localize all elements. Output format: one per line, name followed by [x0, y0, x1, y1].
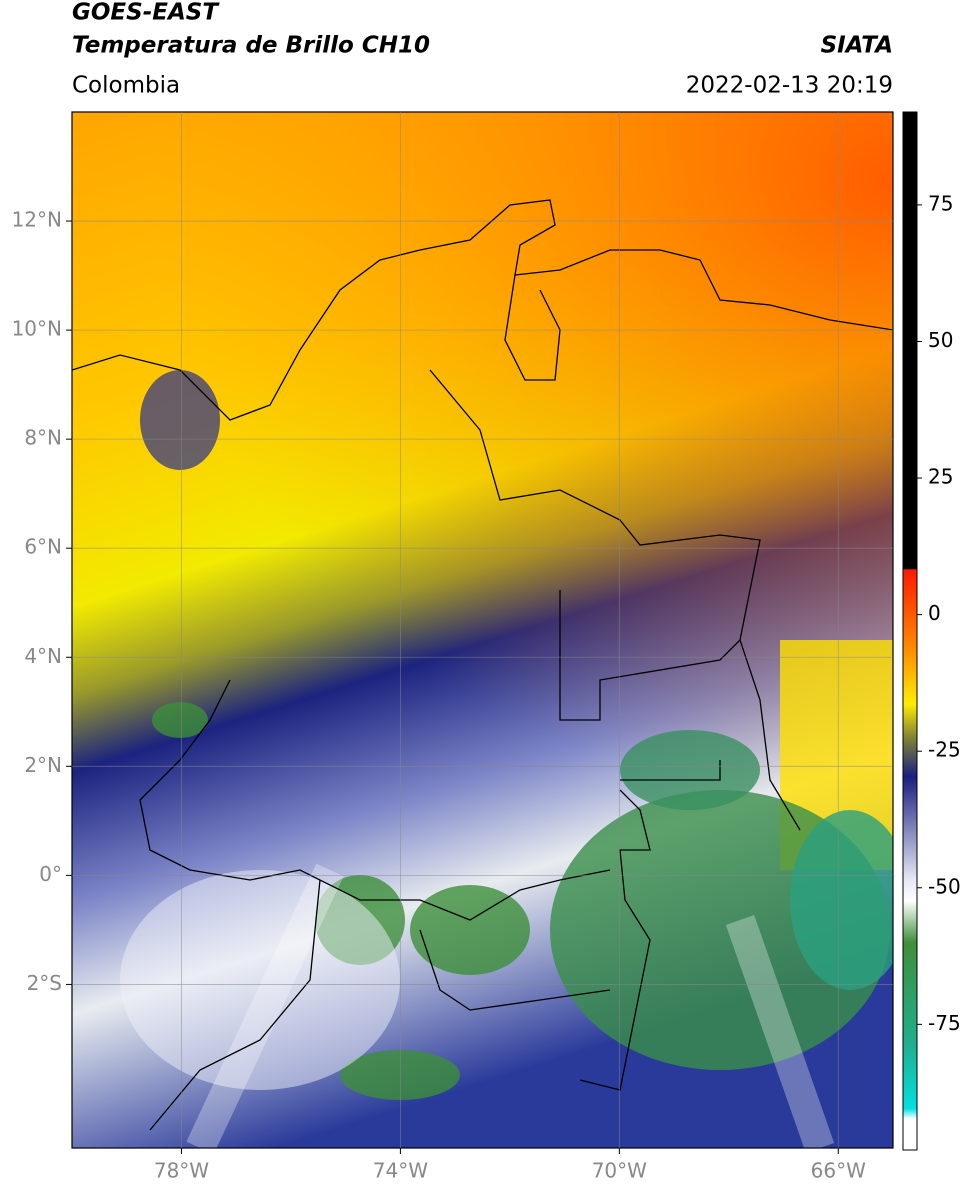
colorbar-tick-label: 50 — [928, 328, 953, 352]
y-tick-label: 0° — [39, 862, 62, 886]
y-tick-label: 6°N — [24, 535, 62, 559]
colorbar-tick-label: 75 — [928, 191, 953, 215]
satellite-image — [72, 112, 893, 1148]
y-tick-label: 8°N — [24, 426, 62, 450]
x-tick-label: 70°W — [592, 1159, 647, 1183]
colorbar — [902, 111, 918, 1151]
colorbar-tick-label: -75 — [928, 1011, 961, 1035]
source: SIATA — [821, 33, 893, 59]
map-frame — [71, 111, 894, 1149]
title: GOES-EAST — [72, 0, 220, 26]
x-tick-label: 66°W — [811, 1159, 866, 1183]
colorbar-tick-label: -25 — [928, 738, 961, 762]
x-tick-label: 74°W — [373, 1159, 428, 1183]
y-tick-label: 12°N — [12, 208, 62, 232]
colorbar-tick-label: 0 — [928, 601, 941, 625]
y-tick-label: 4°N — [24, 644, 62, 668]
colorbar-tick-label: -50 — [928, 874, 961, 898]
y-tick-label: 2°S — [27, 971, 62, 995]
x-tick-label: 78°W — [154, 1159, 209, 1183]
y-tick-label: 10°N — [12, 317, 62, 341]
timestamp: 2022-02-13 20:19 — [686, 73, 893, 99]
region: Colombia — [72, 73, 180, 99]
subtitle: Temperatura de Brillo CH10 — [72, 33, 430, 59]
colorbar-tick-label: 25 — [928, 465, 953, 489]
y-tick-label: 2°N — [24, 753, 62, 777]
